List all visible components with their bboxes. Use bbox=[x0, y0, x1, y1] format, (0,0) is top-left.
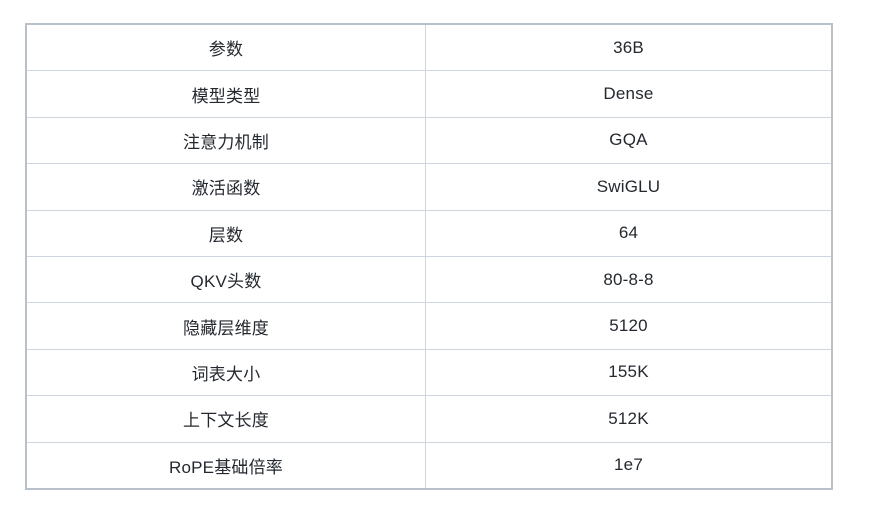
table-row: 层数 64 bbox=[25, 209, 833, 257]
spec-value-cell: 512K bbox=[425, 395, 833, 443]
spec-value-cell: 1e7 bbox=[425, 441, 833, 490]
model-spec-table-body: 参数 36B 模型类型 Dense 注意力机制 GQA 激活函数 SwiGLU … bbox=[25, 23, 833, 490]
spec-label-cell: 注意力机制 bbox=[25, 116, 426, 165]
spec-value-cell: 155K bbox=[425, 348, 833, 397]
table-row: 隐藏层维度 5120 bbox=[25, 302, 833, 350]
model-spec-table: 参数 36B 模型类型 Dense 注意力机制 GQA 激活函数 SwiGLU … bbox=[25, 23, 833, 490]
table-row: 词表大小 155K bbox=[25, 348, 833, 397]
spec-label-cell: QKV头数 bbox=[25, 255, 426, 304]
table-row: 激活函数 SwiGLU bbox=[25, 163, 833, 211]
spec-label-cell: 层数 bbox=[25, 209, 426, 257]
table-row: 注意力机制 GQA bbox=[25, 116, 833, 165]
spec-label-cell: 参数 bbox=[25, 23, 426, 72]
spec-value-cell: Dense bbox=[425, 70, 833, 118]
spec-value-cell: 64 bbox=[425, 209, 833, 257]
spec-label-cell: 上下文长度 bbox=[25, 395, 426, 443]
table-row: 模型类型 Dense bbox=[25, 70, 833, 118]
table-row: 参数 36B bbox=[25, 23, 833, 72]
spec-label-cell: 隐藏层维度 bbox=[25, 302, 426, 350]
spec-value-cell: 80-8-8 bbox=[425, 255, 833, 304]
spec-value-cell: 36B bbox=[425, 23, 833, 72]
table-row: RoPE基础倍率 1e7 bbox=[25, 441, 833, 490]
table-row: 上下文长度 512K bbox=[25, 395, 833, 443]
spec-value-cell: SwiGLU bbox=[425, 163, 833, 211]
spec-label-cell: RoPE基础倍率 bbox=[25, 441, 426, 490]
spec-label-cell: 词表大小 bbox=[25, 348, 426, 397]
table-row: QKV头数 80-8-8 bbox=[25, 255, 833, 304]
spec-value-cell: 5120 bbox=[425, 302, 833, 350]
spec-label-cell: 模型类型 bbox=[25, 70, 426, 118]
spec-value-cell: GQA bbox=[425, 116, 833, 165]
spec-label-cell: 激活函数 bbox=[25, 163, 426, 211]
